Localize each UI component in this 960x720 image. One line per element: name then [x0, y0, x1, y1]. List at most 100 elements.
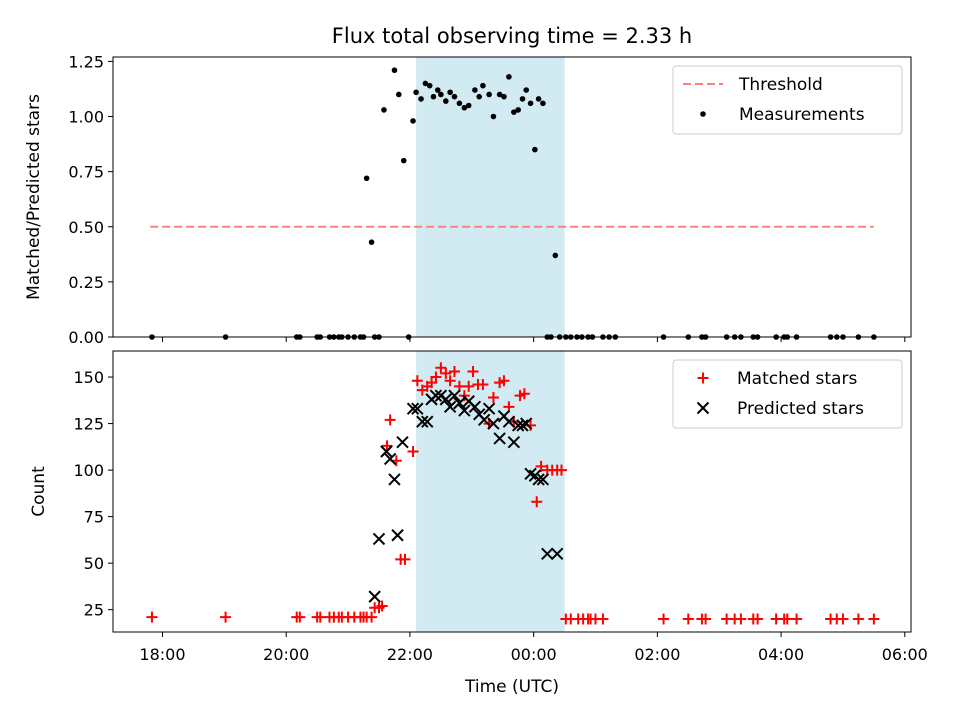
- predicted-star-point: [453, 396, 466, 410]
- measurement-point: [540, 100, 546, 107]
- y-tick-label: 125: [73, 415, 104, 434]
- predicted-star-point: [448, 389, 461, 402]
- y-tick-label: 25: [84, 601, 104, 620]
- matched-ratio-panel: 0.00 0.25 0.50 0.75 1.00 1.25 Matched/Predicte…: [24, 52, 912, 347]
- predicted-star-point: [368, 590, 381, 603]
- matched-star-point: [837, 613, 849, 625]
- predicted-star-point: [468, 400, 482, 414]
- x-tick-label: 00:00: [511, 645, 557, 664]
- measurement-point: [413, 89, 419, 96]
- plot-frame: [112, 350, 912, 633]
- measurement-point: [511, 109, 517, 115]
- measurement-point: [363, 175, 370, 182]
- matched-star-point: [518, 388, 530, 400]
- measurement-point: [519, 96, 526, 102]
- predicted-star-point: [550, 547, 564, 561]
- y-tick-label: 75: [84, 508, 104, 527]
- predicted-star-point: [439, 393, 453, 406]
- matched-star-point: [376, 600, 388, 612]
- measurement-point: [443, 98, 449, 104]
- matched-star-point: [426, 377, 438, 389]
- predicted-star-point: [388, 473, 401, 486]
- x-tick-label: 18:00: [139, 645, 185, 664]
- matched-star-point: [399, 553, 411, 565]
- y-tick-label: 150: [73, 368, 104, 387]
- measurement-point: [523, 87, 530, 93]
- legend-box: [672, 65, 903, 135]
- y-tick-label: 1.25: [68, 52, 104, 71]
- predicted-star-point: [421, 415, 434, 428]
- legend-predicted-swatch: [696, 401, 710, 415]
- matched-star-point: [682, 613, 694, 625]
- matched-star-point: [366, 611, 378, 623]
- measurement-point: [434, 87, 441, 93]
- measurement-point: [552, 252, 559, 259]
- matched-star-point: [411, 375, 423, 387]
- matched-star-point: [384, 414, 396, 426]
- y-tick-label: 0.25: [68, 273, 104, 292]
- measurement-point: [535, 96, 542, 102]
- plot-frame: [112, 56, 912, 338]
- measurement-point: [418, 96, 424, 102]
- measurement-point: [422, 80, 429, 87]
- legend: Matched stars Predicted stars: [672, 359, 903, 429]
- x-tick-label: 20:00: [263, 645, 309, 664]
- matched-star-point: [700, 613, 712, 625]
- y-tick-label: 0.00: [68, 328, 104, 347]
- measurement-point: [426, 82, 433, 89]
- matched-star-point: [440, 367, 452, 379]
- legend-matched-swatch: [697, 372, 709, 384]
- matched-star-point: [146, 611, 158, 623]
- legend-measurements-label: Measurements: [739, 105, 865, 125]
- y-tick-label: 50: [84, 554, 104, 573]
- measurement-point: [430, 93, 437, 100]
- predicted-star-point: [507, 435, 521, 449]
- predicted-star-point: [406, 402, 420, 415]
- measurement-point: [472, 87, 478, 93]
- y-tick-label: 1.00: [68, 108, 104, 127]
- measurement-point: [515, 107, 521, 113]
- predicted-star-point: [520, 417, 533, 430]
- matched-star-point: [852, 613, 864, 625]
- y-axis-label: Count: [29, 466, 49, 517]
- y-tick-label: 0.75: [68, 163, 104, 182]
- measurement-point: [501, 93, 507, 100]
- legend-measurements-swatch: [700, 111, 706, 117]
- measurement-point: [447, 89, 453, 96]
- x-tick-label: 06:00: [882, 645, 928, 664]
- predicted-star-point: [380, 445, 393, 458]
- matched-star-point: [463, 380, 475, 392]
- matched-star-point: [444, 375, 456, 387]
- matched-star-point: [294, 611, 306, 623]
- predicted-star-point: [477, 413, 491, 427]
- measurement-point: [456, 100, 463, 107]
- matched-star-point: [531, 496, 543, 508]
- predicted-star-point: [532, 473, 545, 486]
- measurement-point: [395, 91, 402, 98]
- measurement-point: [451, 93, 458, 100]
- predicted-star-point: [536, 473, 550, 486]
- predicted-star-point: [502, 415, 516, 428]
- measurement-point: [438, 91, 444, 98]
- matched-star-point: [467, 365, 479, 377]
- matched-star-point: [430, 371, 442, 383]
- predicted-star-point: [487, 417, 500, 430]
- predicted-star-point: [411, 402, 424, 415]
- legend-predicted-label: Predicted stars: [737, 399, 864, 419]
- x-tick-label: 02:00: [634, 645, 680, 664]
- x-tick-label: 22:00: [387, 645, 433, 664]
- matched-star-point: [220, 611, 232, 623]
- predicted-star-point: [443, 400, 457, 414]
- predicted-star-point: [383, 452, 397, 466]
- measurement-point: [532, 146, 538, 153]
- matched-star-point: [658, 613, 670, 625]
- matched-star-point: [735, 613, 747, 625]
- matched-star-point: [597, 613, 609, 625]
- measurement-point: [496, 91, 503, 98]
- x-axis-label: Time (UTC): [464, 677, 559, 697]
- matched-star-point: [752, 613, 764, 625]
- measurement-point: [506, 74, 512, 80]
- predicted-star-point: [541, 547, 554, 561]
- measurement-point: [368, 239, 375, 245]
